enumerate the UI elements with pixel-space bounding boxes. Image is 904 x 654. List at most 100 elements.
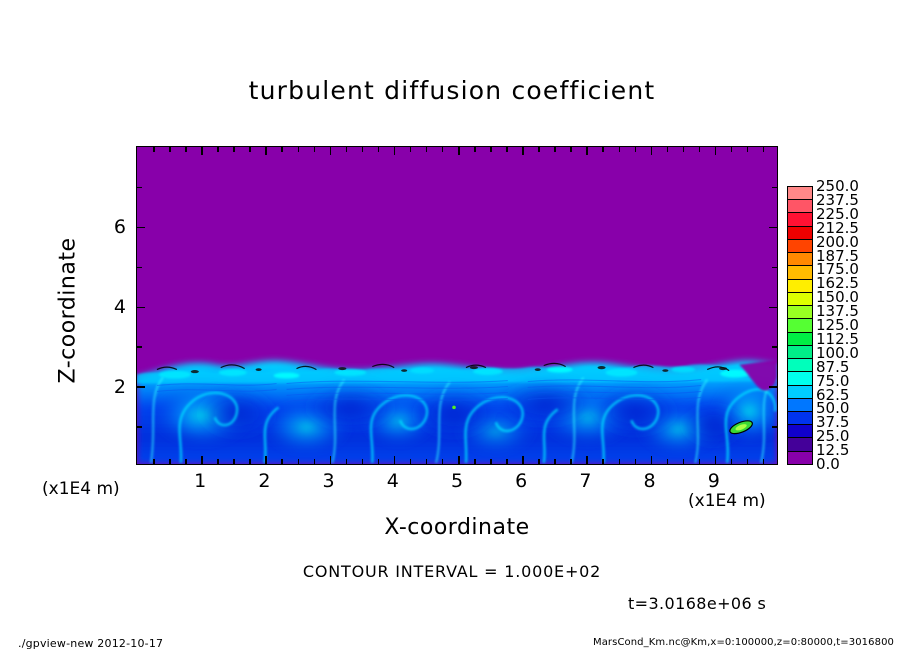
xtick-minor <box>345 459 348 464</box>
xtick-major <box>329 456 332 464</box>
colorbar-tick-label: 187.5 <box>816 246 859 265</box>
yticklabel: 4 <box>113 296 126 318</box>
xtick-top-major <box>329 147 332 155</box>
xtick-top-minor <box>281 147 283 152</box>
xtick-top-minor <box>361 147 364 152</box>
ytick-right-minor <box>772 346 777 348</box>
xticklabel: 5 <box>450 470 464 492</box>
xtick-top-major <box>265 147 267 155</box>
colorbar-swatch <box>788 411 812 426</box>
xtick-minor <box>297 459 299 464</box>
colorbar-swatch <box>788 372 812 386</box>
colorbar-tick-label: 62.5 <box>816 385 850 404</box>
xtick-minor <box>217 459 219 464</box>
colorbar-tick-label: 162.5 <box>816 274 859 293</box>
xtick-minor <box>153 459 155 464</box>
xtick-major <box>586 456 588 464</box>
colorbar-swatch <box>788 359 812 373</box>
colorbar <box>787 186 813 465</box>
colorbar-tick-label: 12.5 <box>816 441 850 460</box>
xtick-minor <box>169 459 171 464</box>
xtick-top-major <box>458 147 460 155</box>
xtick-top-minor <box>762 147 765 152</box>
ytick-right-major <box>769 306 777 308</box>
colorbar-swatch <box>788 345 812 360</box>
xtick-minor <box>185 459 187 464</box>
xtick-minor <box>281 459 283 464</box>
xtick-major <box>714 456 717 464</box>
xtick-top-minor <box>169 147 171 152</box>
ytick-minor <box>137 346 142 348</box>
colorbar-swatch <box>788 292 812 307</box>
xticklabel: 3 <box>322 470 335 492</box>
xtick-top-minor <box>185 147 187 152</box>
xtick-minor <box>538 459 540 464</box>
xtick-top-minor <box>490 147 492 152</box>
ytick-right-minor <box>772 426 777 428</box>
xtick-minor <box>249 459 251 464</box>
colorbar-tick-label: 100.0 <box>816 343 859 362</box>
xtick-minor <box>313 459 315 464</box>
xtick-top-minor <box>554 147 556 152</box>
xtick-top-minor <box>730 147 733 152</box>
ytick-right-minor <box>772 266 777 269</box>
colorbar-swatch <box>788 385 812 399</box>
turbulence-field-image <box>137 147 777 464</box>
colorbar-tick-label: 137.5 <box>816 302 859 321</box>
x-unit-left: (x1E4 m) <box>42 479 120 499</box>
xtick-major <box>265 456 267 464</box>
xtick-top-minor <box>570 147 572 152</box>
colorbar-swatch <box>788 226 812 240</box>
colorbar-swatch <box>788 200 812 214</box>
xtick-top-minor <box>425 147 428 152</box>
xtick-top-major <box>393 147 396 155</box>
page-title: turbulent diffusion coefficient <box>248 76 656 105</box>
contour-interval-note: CONTOUR INTERVAL = 1.000E+02 <box>302 562 602 581</box>
footer-right: MarsCond_Km.nc@Km,x=0:100000,z=0:80000,t… <box>592 637 894 648</box>
xtick-major <box>201 456 203 464</box>
xtick-minor <box>746 459 749 464</box>
colorbar-swatch <box>788 319 812 333</box>
colorbar-tick-label: 212.5 <box>816 218 859 237</box>
ytick-minor <box>137 186 142 189</box>
colorbar-tick-label: 175.0 <box>816 260 859 279</box>
xtick-top-minor <box>233 147 235 152</box>
ytick-major <box>137 226 145 229</box>
xtick-minor <box>730 459 733 464</box>
time-stamp: t=3.0168e+06 s <box>628 594 767 613</box>
colorbar-tick-label: 50.0 <box>816 399 850 418</box>
colorbar-tick-label: 37.5 <box>816 413 850 432</box>
colorbar-swatch <box>788 451 812 464</box>
xtick-minor <box>425 459 428 464</box>
footer-left: ./gpview-new 2012-10-17 <box>18 637 164 650</box>
ytick-minor <box>137 266 142 269</box>
colorbar-tick-label: 87.5 <box>816 357 850 376</box>
y-axis-label: Z-coordinate <box>55 237 81 384</box>
xtick-minor <box>377 459 380 464</box>
xtick-major <box>458 456 460 464</box>
colorbar-swatch <box>788 266 812 280</box>
colorbar-swatch <box>788 438 812 452</box>
xtick-minor <box>682 459 685 464</box>
colorbar-swatch <box>788 187 812 201</box>
colorbar-tick-label: 150.0 <box>816 288 859 307</box>
xtick-top-minor <box>345 147 348 152</box>
xtick-minor <box>634 459 636 464</box>
xtick-top-minor <box>506 147 508 152</box>
xticklabel: 4 <box>386 470 399 492</box>
xtick-minor <box>698 459 701 464</box>
colorbar-tick-label: 237.5 <box>816 190 859 209</box>
xtick-top-minor <box>618 147 620 152</box>
colorbar-swatch <box>788 239 812 254</box>
colorbar-tick-label: 75.0 <box>816 371 850 390</box>
x-unit-right: (x1E4 m) <box>688 491 766 511</box>
xtick-top-minor <box>474 147 476 152</box>
xtick-minor <box>506 459 508 464</box>
xtick-top-minor <box>313 147 315 152</box>
xtick-top-minor <box>409 147 412 152</box>
colorbar-swatch <box>788 332 812 346</box>
xtick-top-minor <box>217 147 219 152</box>
xtick-top-minor <box>377 147 380 152</box>
ytick-major <box>137 386 145 388</box>
